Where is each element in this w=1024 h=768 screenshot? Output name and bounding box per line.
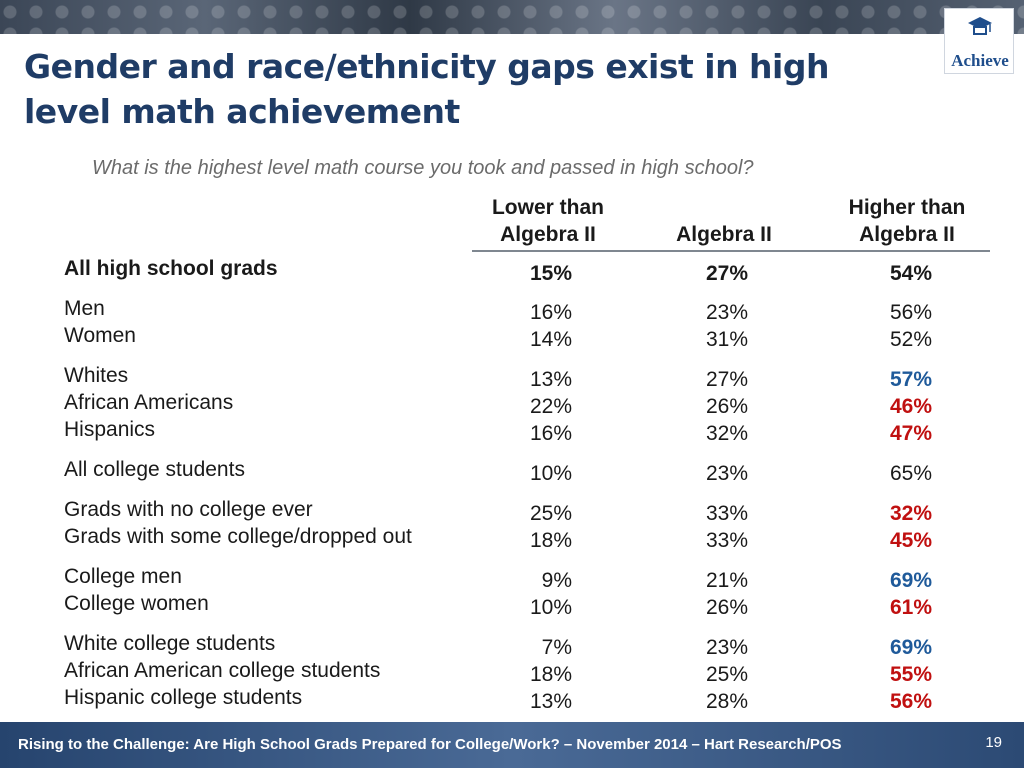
header-photo-banner xyxy=(0,0,1024,34)
value-lower-than-algebra-ii: 7% xyxy=(541,636,572,659)
row-label: African American college students xyxy=(64,659,381,682)
value-algebra-ii: 25% xyxy=(705,663,748,686)
column-header-lower: Lower than Algebra II xyxy=(470,194,626,248)
value-higher-than-algebra-ii: 69% xyxy=(889,569,932,592)
row-label: Grads with some college/dropped out xyxy=(64,525,412,548)
value-lower-than-algebra-ii: 16% xyxy=(529,301,572,324)
row-label: College women xyxy=(64,592,209,615)
value-algebra-ii: 23% xyxy=(705,636,748,659)
row-label: All college students xyxy=(64,458,245,481)
value-algebra-ii: 27% xyxy=(705,368,748,391)
value-algebra-ii: 32% xyxy=(705,422,748,445)
row-label: Hispanic college students xyxy=(64,686,303,709)
row-label: Hispanics xyxy=(64,418,156,441)
header-divider xyxy=(472,250,990,252)
value-algebra-ii: 27% xyxy=(705,262,748,285)
value-higher-than-algebra-ii: 61% xyxy=(889,596,932,619)
value-higher-than-algebra-ii: 47% xyxy=(889,422,932,445)
value-higher-than-algebra-ii: 69% xyxy=(889,636,932,659)
value-higher-than-algebra-ii: 54% xyxy=(889,262,932,285)
value-higher-than-algebra-ii: 46% xyxy=(889,395,932,418)
row-label: Women xyxy=(64,324,136,347)
value-lower-than-algebra-ii: 14% xyxy=(529,328,572,351)
row-label: College men xyxy=(64,565,182,588)
value-algebra-ii: 26% xyxy=(705,395,748,418)
value-algebra-ii: 23% xyxy=(705,301,748,324)
value-lower-than-algebra-ii: 13% xyxy=(529,690,572,713)
value-lower-than-algebra-ii: 13% xyxy=(529,368,572,391)
value-higher-than-algebra-ii: 45% xyxy=(889,529,932,552)
survey-question: What is the highest level math course yo… xyxy=(92,157,754,179)
column-header-line2: Algebra II xyxy=(676,223,772,246)
value-algebra-ii: 31% xyxy=(705,328,748,351)
value-higher-than-algebra-ii: 56% xyxy=(889,690,932,713)
achieve-logo: Achieve xyxy=(944,8,1014,74)
row-label: Grads with no college ever xyxy=(64,498,313,521)
value-higher-than-algebra-ii: 52% xyxy=(889,328,932,351)
column-header-line1: Lower than xyxy=(491,196,604,219)
column-header-line1: Higher than xyxy=(848,196,966,219)
value-lower-than-algebra-ii: 22% xyxy=(529,395,572,418)
column-header-line2: Algebra II xyxy=(859,223,955,246)
value-algebra-ii: 33% xyxy=(705,502,748,525)
logo-text: Achieve xyxy=(951,51,1009,70)
value-lower-than-algebra-ii: 18% xyxy=(529,663,572,686)
column-header-higher: Higher than Algebra II xyxy=(826,194,988,248)
row-label: Whites xyxy=(64,364,129,387)
value-algebra-ii: 26% xyxy=(705,596,748,619)
value-algebra-ii: 28% xyxy=(705,690,748,713)
value-higher-than-algebra-ii: 55% xyxy=(889,663,932,686)
value-higher-than-algebra-ii: 56% xyxy=(889,301,932,324)
row-label: Men xyxy=(64,297,105,320)
value-higher-than-algebra-ii: 65% xyxy=(889,462,932,485)
value-algebra-ii: 23% xyxy=(705,462,748,485)
value-lower-than-algebra-ii: 10% xyxy=(529,596,572,619)
column-header-line1 xyxy=(646,194,802,221)
column-header-algebra: Algebra II xyxy=(646,194,802,248)
page-title: Gender and race/ethnicity gaps exist in … xyxy=(24,47,829,131)
footer-bar: Rising to the Challenge: Are High School… xyxy=(0,722,1024,768)
row-label: White college students xyxy=(64,632,276,655)
value-lower-than-algebra-ii: 25% xyxy=(529,502,572,525)
value-lower-than-algebra-ii: 15% xyxy=(529,262,572,285)
value-lower-than-algebra-ii: 18% xyxy=(529,529,572,552)
page-number: 19 xyxy=(985,734,1002,751)
value-algebra-ii: 21% xyxy=(705,569,748,592)
value-higher-than-algebra-ii: 57% xyxy=(889,368,932,391)
value-algebra-ii: 33% xyxy=(705,529,748,552)
row-label: African Americans xyxy=(64,391,234,414)
value-lower-than-algebra-ii: 10% xyxy=(529,462,572,485)
value-lower-than-algebra-ii: 16% xyxy=(529,422,572,445)
footer-source: Rising to the Challenge: Are High School… xyxy=(18,736,842,753)
column-header-line2: Algebra II xyxy=(500,223,596,246)
value-higher-than-algebra-ii: 32% xyxy=(889,502,932,525)
row-label: All high school grads xyxy=(64,257,278,280)
book-cap-icon xyxy=(968,17,992,35)
value-lower-than-algebra-ii: 9% xyxy=(541,569,572,592)
